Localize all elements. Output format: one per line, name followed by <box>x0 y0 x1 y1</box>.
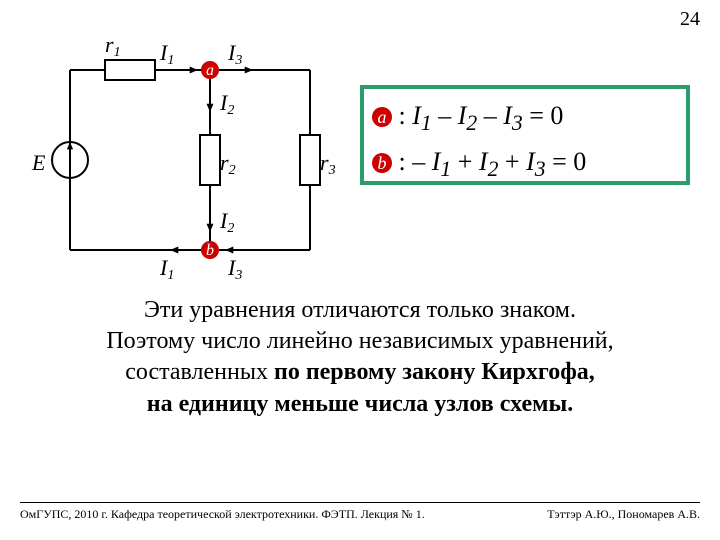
svg-text:r2: r2 <box>220 150 236 178</box>
text-line-4: на единицу меньше числа узлов схемы. <box>147 391 573 417</box>
svg-text:I2: I2 <box>219 208 234 236</box>
svg-text:I1: I1 <box>159 255 174 283</box>
svg-text:I3: I3 <box>227 40 242 68</box>
text-line-2: Поэтому число линейно независимых уравне… <box>106 328 613 354</box>
equation-b: b : – I1 + I2 + I3 = 0 <box>372 141 678 187</box>
explanation-text: Эти уравнения отличаются только знаком. … <box>30 295 690 420</box>
svg-text:E: E <box>31 150 46 175</box>
equation-a: a : I1 – I2 – I3 = 0 <box>372 95 678 141</box>
footer: ОмГУПС, 2010 г. Кафедра теоретической эл… <box>20 502 700 522</box>
page-number: 24 <box>680 8 700 31</box>
node-b-badge: b <box>372 153 392 173</box>
svg-text:a: a <box>206 62 214 79</box>
text-line-3b: по первому закону Кирхгофа, <box>274 359 595 385</box>
footer-right: Тэттэр А.Ю., Пономарев А.В. <box>547 507 700 522</box>
text-line-3a: составленных <box>125 359 274 385</box>
svg-text:r1: r1 <box>105 32 121 60</box>
text-line-1: Эти уравнения отличаются только знаком. <box>144 297 576 323</box>
svg-text:I2: I2 <box>219 90 234 118</box>
svg-text:b: b <box>206 242 214 259</box>
node-a-badge: a <box>372 107 392 127</box>
svg-text:r3: r3 <box>320 150 336 178</box>
footer-left: ОмГУПС, 2010 г. Кафедра теоретической эл… <box>20 507 425 522</box>
svg-text:I3: I3 <box>227 255 242 283</box>
circuit-diagram: a b r1 r2 r3 E I1 I3 I2 I2 I1 I3 <box>20 20 350 280</box>
svg-text:I1: I1 <box>159 40 174 68</box>
equation-box: a : I1 – I2 – I3 = 0 b : – I1 + I2 + I3 … <box>360 85 690 185</box>
